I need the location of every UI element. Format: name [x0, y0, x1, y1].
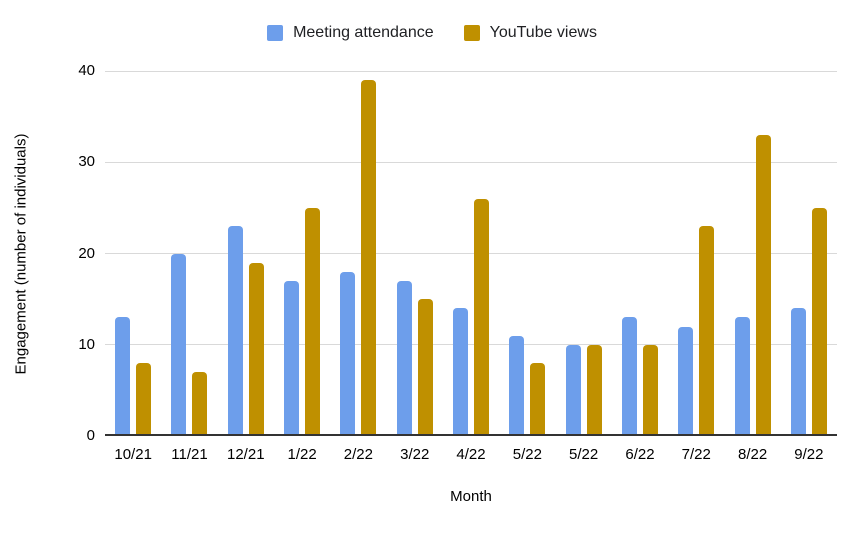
bar-meeting-attendance[interactable] [509, 335, 525, 436]
x-tick-label: 1/22 [287, 446, 317, 463]
bar-youtube-views[interactable] [699, 226, 715, 436]
y-axis-tick-labels: 0 10 20 30 40 [0, 62, 95, 444]
bar-meeting-attendance[interactable] [678, 326, 694, 436]
plot-area [105, 70, 837, 436]
x-tick-label: 11/21 [171, 446, 208, 463]
legend-label-meeting-attendance: Meeting attendance [293, 24, 434, 41]
bar-group [443, 71, 499, 436]
x-tick-label: 5/22 [569, 446, 599, 463]
gridline [105, 70, 837, 72]
x-tick-label: 4/22 [456, 446, 486, 463]
bar-meeting-attendance[interactable] [227, 226, 243, 436]
bar-group [499, 71, 555, 436]
bar-meeting-attendance[interactable] [340, 271, 356, 436]
x-axis-title: Month [450, 488, 492, 505]
bar-youtube-views[interactable] [586, 344, 602, 436]
x-tick-label: 9/22 [794, 446, 824, 463]
bar-youtube-views[interactable] [192, 372, 208, 436]
x-tick-label: 8/22 [737, 446, 768, 463]
bar-group [781, 71, 837, 436]
legend-swatch-meeting-attendance [267, 25, 284, 41]
bar-youtube-views[interactable] [811, 207, 827, 436]
gridline [105, 344, 837, 346]
bar-group [556, 71, 612, 436]
bar-group [218, 71, 274, 436]
x-tick-label: 7/22 [681, 446, 711, 463]
bar-meeting-attendance[interactable] [396, 280, 412, 436]
x-tick-label: 6/22 [625, 446, 655, 463]
bar-meeting-attendance[interactable] [115, 317, 131, 436]
bar-group [387, 71, 443, 436]
bar-group [724, 71, 780, 436]
y-tick-label: 0 [86, 427, 95, 444]
bar-youtube-views[interactable] [417, 299, 433, 436]
x-tick-label: 12/21 [227, 446, 265, 463]
legend: Meeting attendance YouTube views [0, 24, 864, 42]
bar-youtube-views[interactable] [755, 134, 771, 436]
x-tick-label: 2/22 [343, 446, 373, 463]
bar-youtube-views[interactable] [305, 207, 321, 436]
y-tick-label: 40 [78, 62, 95, 79]
bar-youtube-views[interactable] [248, 262, 264, 436]
bar-youtube-views[interactable] [136, 363, 152, 436]
bar-youtube-views[interactable] [474, 198, 490, 436]
y-tick-label: 10 [78, 335, 95, 353]
bar-group [668, 71, 724, 436]
gridline [105, 253, 837, 254]
legend-item-youtube-views[interactable]: YouTube views [463, 24, 597, 42]
gridline [105, 161, 837, 163]
x-axis-line [105, 434, 837, 436]
bar-meeting-attendance[interactable] [284, 280, 300, 436]
x-tick-label: 3/22 [400, 446, 430, 463]
legend-item-meeting-attendance[interactable]: Meeting attendance [267, 24, 434, 42]
bar-group [161, 71, 217, 436]
bar-meeting-attendance[interactable] [790, 308, 806, 436]
bar-youtube-views[interactable] [530, 363, 546, 436]
y-tick-label: 20 [78, 244, 95, 262]
bar-meeting-attendance[interactable] [734, 317, 750, 436]
bar-group [330, 71, 386, 436]
bar-meeting-attendance[interactable] [453, 308, 469, 436]
legend-label-youtube-views: YouTube views [489, 24, 597, 41]
legend-swatch-youtube-views [463, 25, 480, 41]
bars-row [105, 71, 837, 436]
x-axis-tick-labels: 10/21 11/21 12/21 1/22 2/22 3/22 4/22 5/22 5/22 6… [105, 446, 837, 463]
bar-meeting-attendance[interactable] [621, 317, 637, 436]
y-tick-label: 30 [78, 153, 95, 171]
bar-group [612, 71, 668, 436]
bar-group [274, 71, 330, 436]
bar-meeting-attendance[interactable] [565, 344, 581, 436]
bar-meeting-attendance[interactable] [171, 253, 187, 436]
x-tick-label: 5/22 [512, 446, 542, 463]
bar-youtube-views[interactable] [642, 344, 658, 436]
bar-youtube-views[interactable] [361, 80, 377, 436]
x-tick-label: 10/21 [114, 446, 152, 463]
bar-group [105, 71, 161, 436]
